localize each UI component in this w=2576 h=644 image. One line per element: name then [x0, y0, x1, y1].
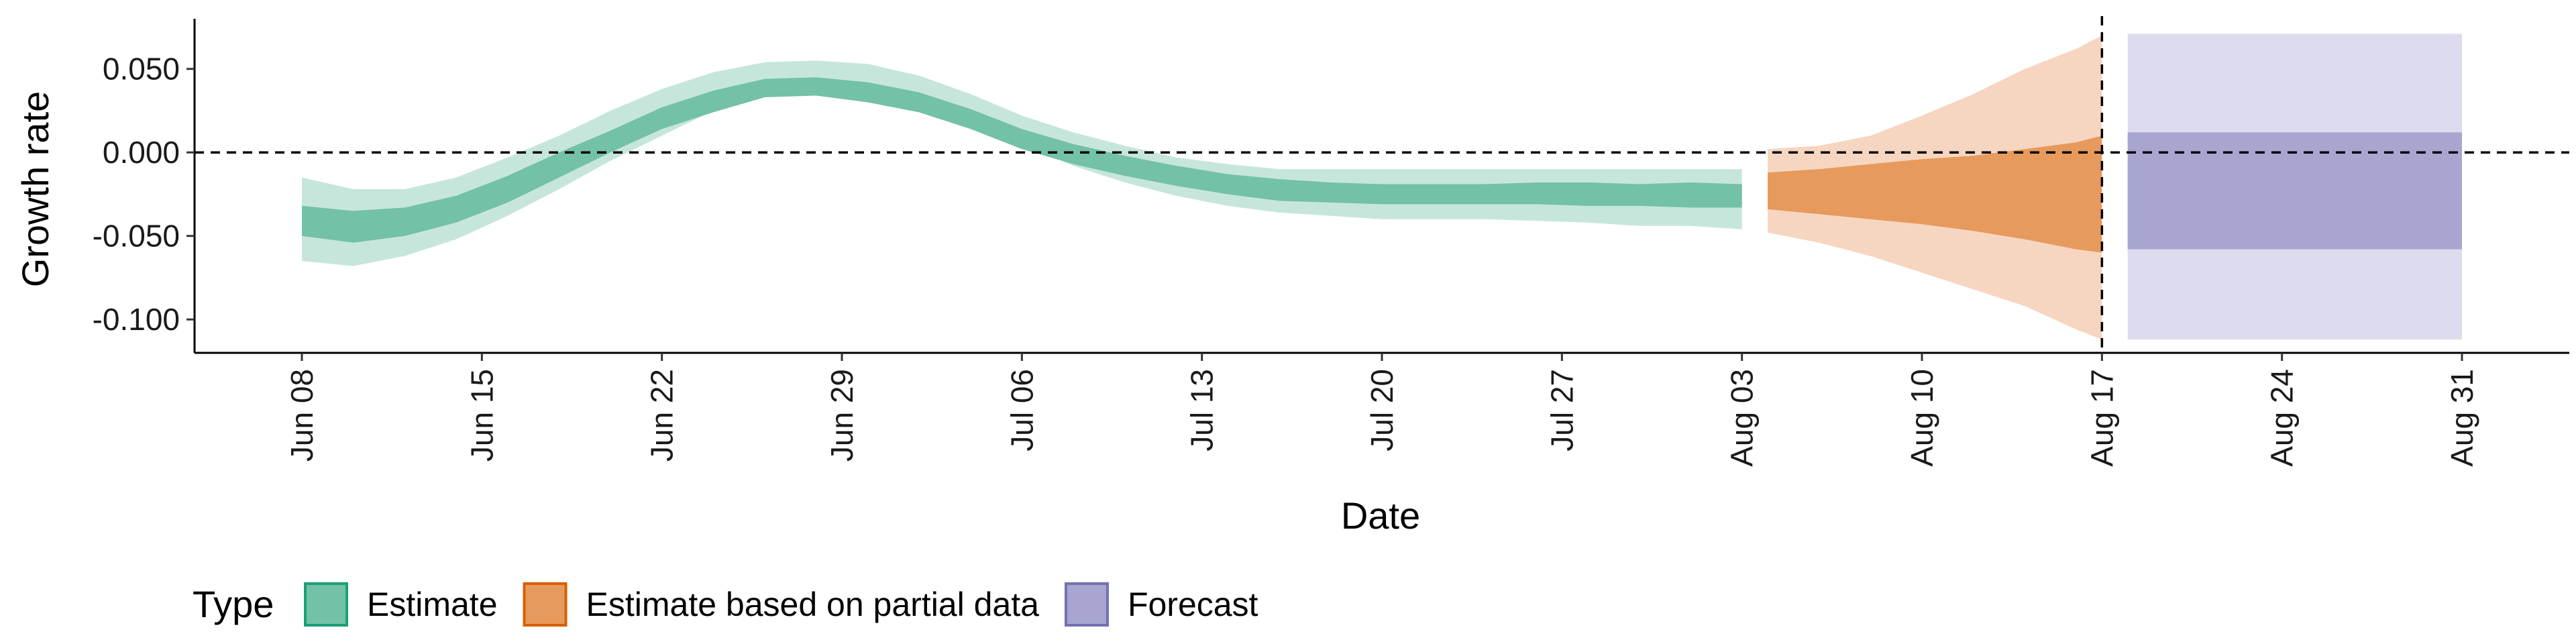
x-tick-label: Jul 27	[1544, 369, 1579, 451]
legend-label-forecast: Forecast	[1128, 586, 1258, 623]
legend-label-estimate: Estimate	[367, 586, 498, 623]
legend-swatch-forecast	[1064, 582, 1109, 627]
x-axis-title: Date	[1341, 494, 1420, 537]
reference-lines	[195, 16, 2569, 353]
x-tick-label: Aug 10	[1904, 369, 1939, 467]
legend-title: Type	[193, 583, 274, 625]
axes-layer: 0.050 0.000 -0.050 -0.100 Jun 08 Jun 15 Jun 22…	[93, 19, 2569, 467]
y-tick-label: 0.050	[103, 52, 180, 87]
legend-swatch-estimate-based-on-partial-data	[523, 582, 568, 627]
x-tick-label: Aug 31	[2445, 369, 2479, 467]
x-tick-label: Jun 22	[645, 369, 680, 462]
y-tick-label: 0.000	[103, 135, 180, 170]
x-tick-label: Aug 24	[2265, 369, 2300, 467]
band-inner-forecast	[2127, 132, 2462, 250]
x-tick-label: Jul 06	[1004, 369, 1039, 451]
band-inner-estimate-based-on-partial-data	[1768, 136, 2102, 253]
x-tick-label: Jul 20	[1364, 369, 1399, 451]
x-tick-label: Aug 03	[1725, 369, 1760, 467]
y-tick-label: -0.100	[93, 302, 180, 337]
ribbon-layer	[302, 34, 2462, 340]
y-tick-label: -0.050	[93, 219, 180, 254]
x-tick-label: Jun 29	[824, 369, 859, 462]
y-axis-title: Growth rate	[14, 91, 56, 288]
x-tick-label: Aug 17	[2084, 369, 2119, 467]
x-tick-label: Jul 13	[1185, 369, 1220, 451]
x-tick-label: Jun 15	[464, 369, 499, 462]
x-tick-label: Jun 08	[284, 369, 319, 462]
legend-swatch-estimate	[304, 582, 348, 627]
band-inner-estimate	[302, 77, 1742, 243]
legend: Type Estimate Estimate based on partial d…	[193, 582, 1258, 627]
band-outer-estimate	[302, 60, 1742, 266]
legend-label-estimate-based-on-partial-data: Estimate based on partial data	[586, 586, 1040, 623]
